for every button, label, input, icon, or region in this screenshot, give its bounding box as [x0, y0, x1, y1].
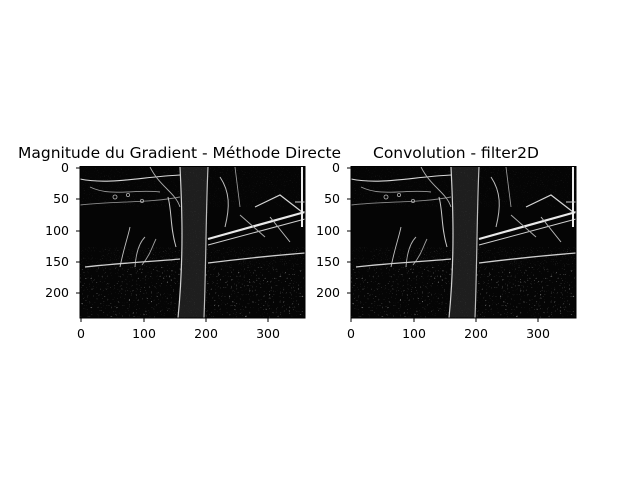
gradient-magnitude-image	[80, 167, 305, 319]
left-ytick-label: 150	[45, 254, 69, 269]
left-ytick-label: 50	[53, 191, 69, 206]
left-y-axis-ticks	[76, 167, 80, 294]
left-xtick-label: 0	[77, 326, 85, 341]
right-xtick-label: 100	[402, 326, 426, 341]
left-ytick-label: 200	[45, 285, 69, 300]
right-ytick-label: 100	[316, 223, 340, 238]
right-xtick-label: 300	[526, 326, 550, 341]
filter2d-convolution-image	[351, 167, 576, 319]
right-panel-title: Convolution - filter2D	[373, 144, 539, 162]
left-ytick-label: 100	[45, 223, 69, 238]
right-xtick-label: 200	[464, 326, 488, 341]
right-y-axis-ticks	[347, 167, 351, 294]
right-x-axis-ticks	[350, 318, 539, 322]
left-ytick-label: 0	[61, 160, 69, 175]
right-ytick-label: 0	[332, 160, 340, 175]
right-ytick-label: 200	[316, 285, 340, 300]
left-panel-title: Magnitude du Gradient - Méthode Directe	[18, 144, 342, 162]
left-xtick-label: 100	[132, 326, 156, 341]
left-xtick-label: 200	[194, 326, 218, 341]
right-ytick-label: 50	[324, 191, 340, 206]
right-xtick-label: 0	[347, 326, 355, 341]
left-x-axis-ticks	[80, 318, 269, 322]
right-ytick-label: 150	[316, 254, 340, 269]
left-xtick-label: 300	[256, 326, 280, 341]
